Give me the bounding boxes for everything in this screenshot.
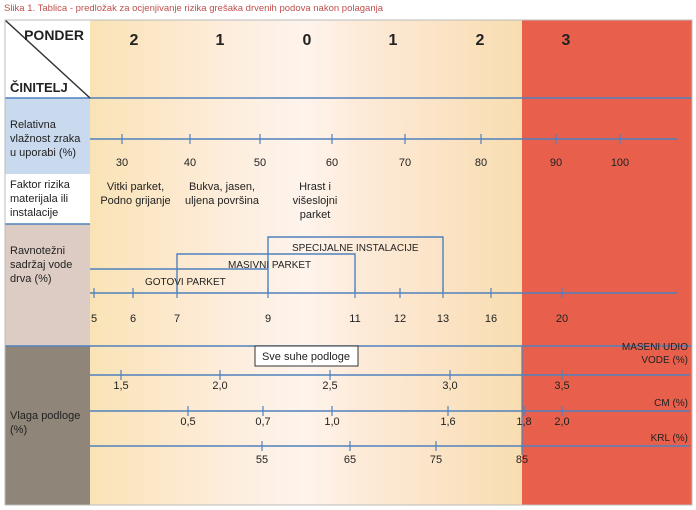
bracket-label-masivni: MASIVNI PARKET [228, 260, 311, 271]
ponder-values: 2 1 0 1 2 3 [130, 32, 571, 49]
moisture-row-label: Vlaga podloge (%) [10, 410, 81, 436]
header-diagonal [4, 19, 91, 99]
humidity-tick-label: 70 [399, 157, 411, 169]
maseni-ticks: 1,5 2,0 2,5 3,0 3,5 [113, 370, 570, 392]
krl-tick-label: 65 [344, 454, 356, 466]
humidity-tick-label: 50 [254, 157, 266, 169]
krl-axis-label: KRL (%) [651, 433, 688, 444]
bracket-label-specijalne: SPECIJALNE INSTALACIJE [292, 243, 419, 254]
ponder-value: 0 [303, 32, 312, 49]
figure-border [4, 19, 693, 506]
ponder-value: 1 [216, 32, 225, 49]
krl-tick-label: 55 [256, 454, 268, 466]
equilibrium-tick-label: 6 [130, 313, 136, 325]
humidity-tick-label: 100 [611, 157, 629, 169]
cm-tick-label: 0,7 [255, 416, 270, 428]
cm-tick-label: 1,0 [324, 416, 339, 428]
gradient-zone [90, 20, 522, 505]
cm-axis-label: CM (%) [654, 398, 688, 409]
maseni-tick-label: 3,5 [554, 380, 569, 392]
krl-tick-label: 75 [430, 454, 442, 466]
krl-tick-label: 85 [516, 454, 528, 466]
humidity-ticks: 30 40 50 60 70 80 90 100 [116, 134, 629, 169]
equilibrium-tick-label: 20 [556, 313, 568, 325]
krl-ticks: 55 65 75 85 [256, 441, 528, 466]
suhe-podloge-label: Sve suhe podloge [262, 351, 350, 363]
cinitelj-label: ČINITELJ [10, 80, 68, 95]
cm-tick-label: 1,6 [440, 416, 455, 428]
humidity-row-label: Relativna vlažnost zraka u uporabi (%) [10, 119, 81, 159]
bracket-masivni [176, 253, 356, 292]
equilibrium-tick-label: 7 [174, 313, 180, 325]
cm-tick-label: 2,0 [554, 416, 569, 428]
maseni-axis-label: MASENI UDIO VODE (%) [621, 342, 688, 366]
equilibrium-label-cell [5, 224, 90, 346]
suhe-podloge-box [254, 345, 359, 367]
maseni-tick-label: 3,0 [442, 380, 457, 392]
equilibrium-tick-label: 9 [265, 313, 271, 325]
cm-tick-label: 1,8 [516, 416, 531, 428]
cm-tick-label: 0,5 [180, 416, 195, 428]
risk-note-hrast: Hrast i višeslojni parket [292, 181, 338, 221]
equilibrium-tick-label: 16 [485, 313, 497, 325]
equilibrium-brackets [90, 236, 444, 292]
risk-row-label: Faktor rizika materijala ili instalacije [10, 179, 70, 219]
figure-caption: Slika 1. Tablica - predložak za ocjenjiv… [4, 3, 383, 14]
moisture-label-cell [5, 346, 90, 505]
red-zone [522, 20, 692, 505]
equilibrium-row-label: Ravnotežni sadržaj vode drva (%) [10, 245, 73, 285]
equilibrium-tick-label: 12 [394, 313, 406, 325]
ponder-value: 2 [476, 32, 485, 49]
maseni-tick-label: 2,0 [212, 380, 227, 392]
equilibrium-tick-label: 11 [349, 313, 360, 325]
humidity-tick-label: 90 [550, 157, 562, 169]
bracket-label-gotovi: GOTOVI PARKET [145, 277, 226, 288]
maseni-tick-label: 1,5 [113, 380, 128, 392]
equilibrium-ticks: 5 6 7 9 11 12 13 16 20 [91, 288, 568, 325]
ponder-value: 3 [562, 32, 571, 49]
maseni-tick-label: 2,5 [322, 380, 337, 392]
ponder-value: 2 [130, 32, 139, 49]
humidity-label-cell [5, 98, 90, 174]
humidity-tick-label: 60 [326, 157, 338, 169]
risk-note-vitki: Vitki parket, Podno grijanje [100, 181, 171, 207]
bracket-specijalne [267, 236, 444, 292]
humidity-tick-label: 40 [184, 157, 196, 169]
risk-label-cell [5, 174, 90, 224]
risk-note-bukva: Bukva, jasen, uljena površina [185, 181, 259, 207]
equilibrium-tick-label: 5 [91, 313, 97, 325]
humidity-tick-label: 80 [475, 157, 487, 169]
ponder-value: 1 [389, 32, 398, 49]
cm-ticks: 0,5 0,7 1,0 1,6 1,8 2,0 [180, 406, 570, 428]
equilibrium-tick-label: 13 [437, 313, 449, 325]
ponder-label: PONDER [24, 27, 84, 43]
humidity-tick-label: 30 [116, 157, 128, 169]
